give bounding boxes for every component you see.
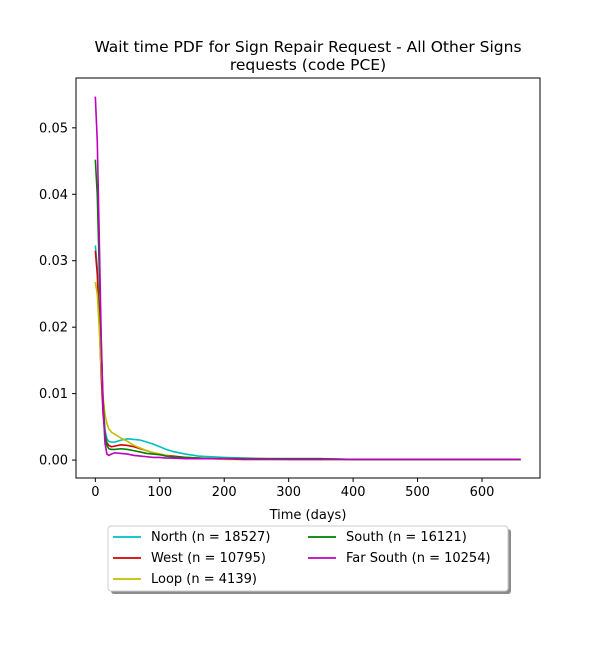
legend-label: South (n = 16121) [346, 530, 467, 545]
y-tick-label: 0.03 [39, 254, 68, 269]
series-line-2 [94, 250, 521, 461]
legend-label: West (n = 10795) [151, 551, 266, 566]
x-tick-label: 200 [212, 485, 237, 500]
plot-area [94, 96, 521, 461]
y-tick-label: 0.05 [39, 121, 68, 136]
series-line-3 [94, 281, 521, 461]
x-axis: 0 100 200 300 400 500 600 [91, 478, 494, 500]
x-tick-label: 300 [276, 485, 301, 500]
y-tick-label: 0.01 [39, 387, 68, 402]
y-tick-label: 0.00 [39, 454, 68, 469]
x-tick-label: 0 [91, 485, 99, 500]
legend-label: Far South (n = 10254) [346, 551, 491, 566]
y-axis: 0.00 0.01 0.02 0.03 0.04 0.05 [39, 121, 76, 469]
legend: North (n = 18527) West (n = 10795) Loop (n… [107, 525, 511, 594]
y-tick-label: 0.04 [39, 188, 68, 203]
x-axis-label: Time (days) [269, 508, 347, 523]
chart-title-line-2: requests (code PCE) [230, 56, 386, 74]
legend-label: Loop (n = 4139) [151, 572, 257, 587]
y-tick-label: 0.02 [39, 321, 68, 336]
chart-title-line-1: Wait time PDF for Sign Repair Request - … [94, 38, 521, 56]
series-line-1 [94, 245, 521, 461]
x-tick-label: 500 [405, 485, 430, 500]
x-tick-label: 400 [341, 485, 366, 500]
plot-frame [75, 77, 541, 479]
legend-label: North (n = 18527) [151, 530, 270, 545]
series-line-4 [94, 159, 521, 461]
series-line-5 [94, 96, 521, 461]
x-tick-label: 600 [470, 485, 495, 500]
x-tick-label: 100 [147, 485, 172, 500]
